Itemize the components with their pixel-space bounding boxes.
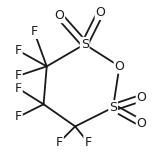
Text: O: O xyxy=(114,60,124,73)
Text: S: S xyxy=(109,101,117,114)
Text: F: F xyxy=(30,25,38,38)
Text: F: F xyxy=(15,44,22,57)
Text: F: F xyxy=(15,82,22,95)
Text: F: F xyxy=(15,110,22,123)
Text: O: O xyxy=(96,6,105,19)
Text: F: F xyxy=(84,136,91,149)
Text: O: O xyxy=(137,91,147,104)
Text: F: F xyxy=(15,69,22,82)
Text: F: F xyxy=(56,136,63,149)
Text: O: O xyxy=(137,117,147,130)
Text: S: S xyxy=(81,38,89,51)
Text: O: O xyxy=(54,9,64,22)
